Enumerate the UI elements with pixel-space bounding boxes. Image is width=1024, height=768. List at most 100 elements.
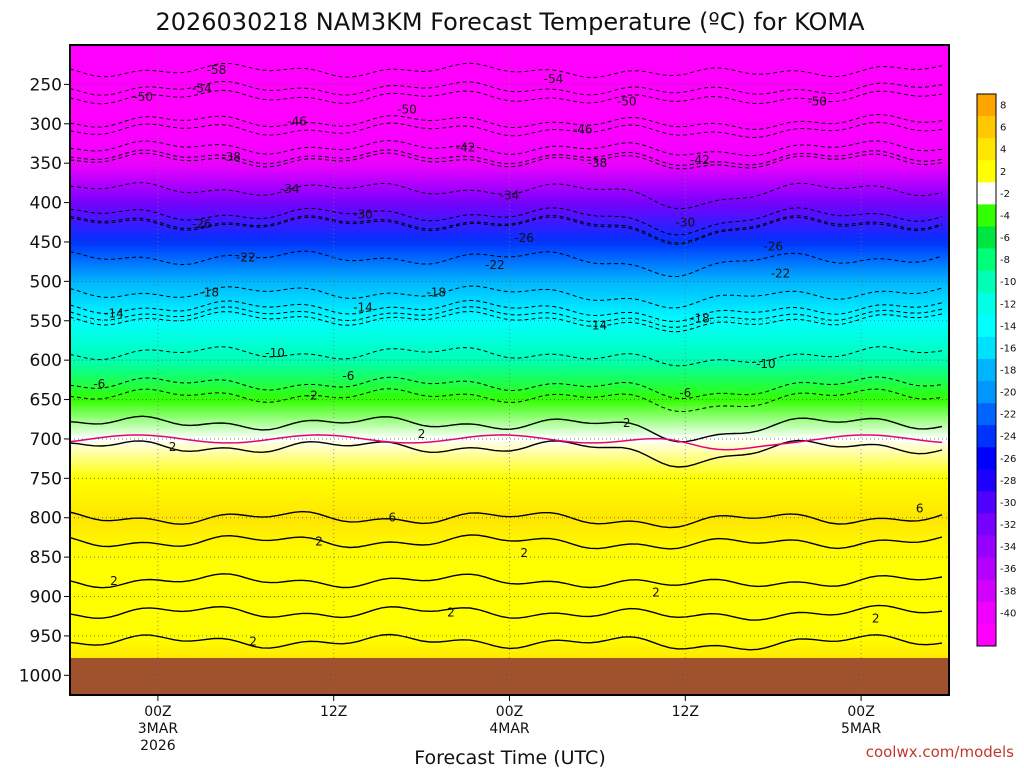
colorbar: 8 6 4 2 -2 -4 -6 -8 -10 -12 -14 -16 -18 -20 -22 -24 -26 -… (976, 93, 1016, 647)
contour-label: -22 (485, 258, 505, 272)
contour-label: -42 (690, 153, 710, 167)
colorbar-swatch (977, 425, 996, 448)
colorbar-swatch (977, 469, 996, 492)
contour-label: 2 (652, 586, 660, 600)
x-tick-label: 00Z (144, 704, 171, 720)
contour-label: -18 (426, 285, 446, 299)
contour-line (70, 573, 943, 589)
contour-line (70, 633, 943, 651)
contour-label: 2 (315, 534, 323, 548)
contour-line (70, 182, 943, 210)
y-tick-label: 250 (30, 75, 62, 95)
contour-label: -22 (771, 266, 791, 280)
colorbar-label: -22 (1000, 410, 1016, 421)
colorbar-label: -28 (1000, 476, 1016, 487)
contour-line (70, 139, 943, 157)
x-tick-label: 00Z (496, 704, 523, 720)
contour-label: -6 (342, 369, 354, 383)
contour-label: -50 (617, 95, 637, 109)
contour-line (70, 604, 943, 621)
colorbar-label: -12 (1000, 299, 1016, 310)
colorbar-swatch (977, 138, 996, 161)
colorbar-swatch (977, 601, 996, 625)
contour-label: -54 (544, 72, 564, 86)
colorbar-label: -2 (1000, 189, 1010, 200)
freezing-line (70, 434, 943, 451)
y-tick-label: 950 (30, 627, 62, 647)
contour-line (70, 439, 943, 468)
contour-line (70, 415, 943, 443)
contour-label: -50 (807, 95, 827, 109)
y-tick-label: 800 (30, 509, 62, 529)
contour-line (70, 299, 943, 322)
y-tick-label: 550 (30, 312, 62, 332)
x-tick-sublabel: 2026 (140, 738, 176, 754)
colorbar-swatch (977, 248, 996, 271)
y-tick-label: 500 (30, 272, 62, 292)
y-tick-label: 650 (30, 391, 62, 411)
contour-label: -46 (573, 122, 593, 136)
contour-line (70, 510, 943, 529)
colorbar-frame (976, 93, 997, 647)
contour-lines (70, 62, 943, 651)
contour-label: -26 (514, 231, 534, 245)
contour-line (70, 388, 943, 412)
contour-label: -10 (756, 357, 776, 371)
x-tick-label: 00Z (847, 704, 874, 720)
contour-line (70, 80, 943, 96)
colorbar-label: -6 (1000, 233, 1010, 244)
colorbar-swatch (977, 314, 996, 338)
colorbar-label: -32 (1000, 520, 1016, 531)
colorbar-swatch (977, 579, 996, 603)
contour-label: 2 (418, 427, 426, 441)
contour-label: -22 (236, 251, 256, 265)
colorbar-swatch (977, 94, 996, 117)
y-tick-label: 600 (30, 351, 62, 371)
colorbar-swatch (977, 513, 996, 536)
contour-label: -18 (199, 285, 219, 299)
colorbar-label: -36 (1000, 564, 1016, 575)
contour-line (70, 113, 943, 130)
plot-area: -58 -54 -54 -50 -50 -50 -50 -46 -46 -42 -42 -38 -38 -… (70, 45, 949, 695)
colorbar-label: -4 (1000, 211, 1010, 222)
credit-text: coolwx.com/models (866, 743, 1014, 761)
colorbar-swatch (977, 447, 996, 470)
contour-label: -58 (207, 63, 227, 77)
contour-line (70, 152, 943, 170)
x-axis-label: Forecast Time (UTC) (414, 747, 605, 768)
contour-label: 2 (169, 440, 177, 454)
colorbar-swatch (977, 292, 996, 316)
y-tick-label: 300 (30, 115, 62, 135)
colorbar-swatch (977, 182, 996, 205)
x-tick-sublabel: 5MAR (841, 721, 882, 737)
y-tick-label: 900 (30, 588, 62, 608)
contour-label: -54 (192, 81, 212, 95)
contour-label: -6 (93, 377, 105, 391)
contour-label: -38 (221, 150, 241, 164)
contour-label: 6 (388, 511, 396, 525)
colorbar-swatch (977, 381, 996, 404)
y-tick-label: 450 (30, 233, 62, 253)
contour-line (70, 214, 943, 244)
colorbar-swatch (977, 270, 996, 294)
colorbar-swatch (977, 358, 996, 382)
colorbar-label: -38 (1000, 586, 1016, 597)
contour-label: -46 (287, 114, 307, 128)
colorbar-label: 6 (1000, 123, 1006, 134)
contour-label: -2 (306, 389, 318, 403)
contour-label: -50 (397, 103, 417, 117)
colorbar-label: -34 (1000, 542, 1016, 553)
colorbar-swatch (977, 491, 996, 514)
colorbar-label: -30 (1000, 498, 1016, 509)
colorbar-label: -14 (1000, 321, 1016, 332)
contour-label: -14 (104, 307, 124, 321)
contour-line (70, 89, 943, 105)
contour-line (70, 306, 943, 328)
colorbar-label: -16 (1000, 343, 1016, 354)
colorbar-label: -20 (1000, 388, 1016, 399)
colorbar-swatch (977, 160, 996, 183)
colorbar-swatch (977, 403, 996, 426)
contour-label: -38 (588, 156, 608, 170)
colorbar-label: -10 (1000, 277, 1016, 288)
colorbar-label: 2 (1000, 167, 1006, 178)
